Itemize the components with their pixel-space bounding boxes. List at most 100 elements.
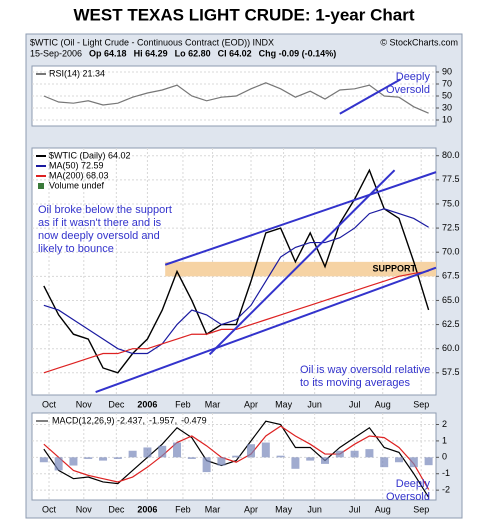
annotation: Deeply [396, 71, 431, 83]
histogram-bar [187, 457, 196, 459]
annotation: Oversold [386, 84, 430, 96]
histogram-bar [395, 457, 404, 463]
histogram-bar [321, 457, 330, 464]
trendline [339, 78, 401, 115]
series-line [43, 168, 430, 374]
support-band [165, 261, 436, 277]
series-line [43, 425, 430, 490]
y-tick-label: -1 [442, 468, 450, 478]
quote: 15-Sep-2006 [30, 48, 82, 58]
trendline [208, 169, 396, 356]
quote: Op 64.18 [89, 48, 127, 58]
quote: Cl 64.02 [218, 48, 252, 58]
histogram-bar [99, 457, 108, 461]
x-tick-label: Nov [76, 504, 93, 514]
x-tick-label: Nov [76, 399, 93, 409]
histogram-bar [365, 449, 374, 458]
x-tick-label: Dec [108, 399, 125, 409]
x-tick-label: Mar [205, 399, 221, 409]
x-tick-label: Feb [175, 399, 191, 409]
histogram-bar [54, 457, 63, 471]
histogram-bar [306, 457, 315, 461]
x-tick-label: May [275, 504, 293, 514]
series-line [43, 420, 430, 498]
histogram-bar [84, 457, 93, 459]
source: © StockCharts.com [380, 37, 458, 47]
annotation: now deeply oversold and [38, 230, 160, 242]
y-tick-label: 10 [442, 114, 452, 124]
chart-title: WEST TEXAS LIGHT CRUDE: 1-year Chart [74, 5, 415, 24]
x-tick-label: Sep [413, 504, 429, 514]
annotation: Oversold [386, 491, 430, 503]
quote: Chg -0.09 (-0.14%) [259, 48, 337, 58]
y-tick-label: 0 [442, 452, 447, 462]
histogram-bar [424, 457, 433, 466]
y-tick-label: 75.0 [442, 198, 460, 208]
x-tick-label: Jun [307, 504, 322, 514]
y-tick-label: 62.5 [442, 319, 460, 329]
histogram-bar [202, 457, 211, 473]
histogram-bar [158, 445, 167, 458]
annotation: to its moving averages [300, 377, 411, 389]
legend-label: RSI(14) 21.34 [49, 68, 105, 78]
histogram-bar [291, 457, 300, 469]
x-tick-label: Dec [108, 504, 125, 514]
series-line [43, 208, 429, 355]
x-tick-label: Jun [307, 399, 322, 409]
histogram-bar [128, 450, 137, 458]
x-tick-label: Sep [413, 399, 429, 409]
quote: Lo 62.80 [175, 48, 211, 58]
histogram-bar [69, 457, 78, 466]
x-tick-label: Oct [42, 504, 57, 514]
legend-swatch [38, 183, 44, 189]
annotation: as if it wasn't there and is [38, 217, 162, 229]
x-tick-label: Jul [349, 399, 361, 409]
legend-label: $WTIC (Daily) 64.02 [49, 150, 131, 160]
x-tick-label: Feb [175, 504, 191, 514]
x-tick-label: 2006 [137, 504, 157, 514]
histogram-bar [335, 450, 344, 458]
legend-label: Volume undef [49, 180, 105, 190]
histogram-bar [39, 457, 48, 463]
series-line [43, 82, 429, 114]
y-tick-label: 30 [442, 102, 452, 112]
x-tick-label: Apr [244, 399, 258, 409]
x-tick-label: Aug [375, 399, 391, 409]
symbol: $WTIC (Oil - Light Crude - Continuous Co… [30, 37, 274, 47]
y-tick-label: 2 [442, 419, 447, 429]
histogram-bar [232, 455, 241, 458]
histogram-bar [261, 442, 270, 458]
histogram-bar [350, 450, 359, 458]
trendline [164, 171, 437, 266]
x-tick-label: May [275, 399, 293, 409]
legend-label: -0.479 [181, 415, 207, 425]
y-tick-label: 57.5 [442, 367, 460, 377]
histogram-bar [173, 442, 182, 458]
y-tick-label: 60.0 [442, 343, 460, 353]
x-tick-label: Jul [349, 504, 361, 514]
annotation: likely to bounce [38, 243, 114, 255]
y-tick-label: -2 [442, 485, 450, 495]
legend-label: MA(200) 68.03 [49, 170, 109, 180]
y-tick-label: 70 [442, 78, 452, 88]
histogram-bar [143, 447, 152, 458]
y-tick-label: 77.5 [442, 174, 460, 184]
trendline [95, 266, 437, 394]
histogram-bar [380, 457, 389, 468]
histogram-bar [409, 457, 418, 468]
histogram-bar [217, 457, 226, 466]
series-line [43, 270, 429, 374]
x-tick-label: 2006 [137, 399, 157, 409]
legend-label: MACD(12,26,9) -2.437, [52, 415, 145, 425]
y-tick-label: 80.0 [442, 150, 460, 160]
annotation: Oil broke below the support [38, 204, 172, 216]
y-tick-label: 70.0 [442, 247, 460, 257]
histogram-bar [113, 457, 122, 459]
quote: Hi 64.29 [134, 48, 168, 58]
annotation: Oil is way oversold relative [300, 364, 430, 376]
x-tick-label: Apr [244, 504, 258, 514]
y-tick-label: 1 [442, 435, 447, 445]
legend-label: -1.957, [149, 415, 177, 425]
histogram-bar [247, 444, 256, 458]
